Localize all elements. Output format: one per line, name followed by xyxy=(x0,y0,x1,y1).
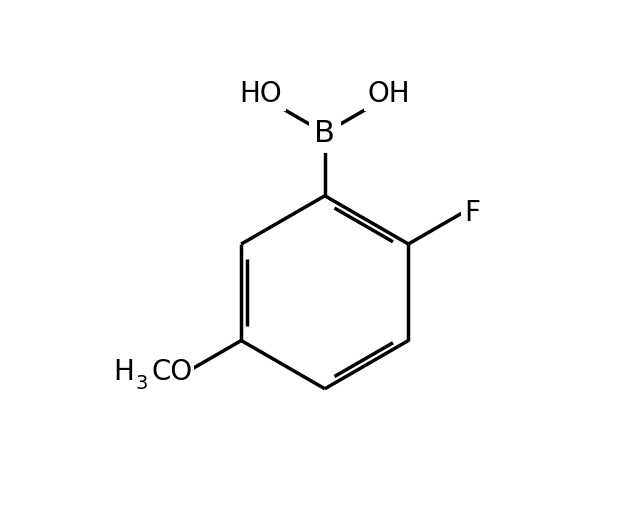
Text: HO: HO xyxy=(239,80,282,108)
Text: F: F xyxy=(465,199,481,226)
Text: OH: OH xyxy=(367,80,410,108)
Text: B: B xyxy=(314,118,335,147)
Text: 3: 3 xyxy=(136,374,148,393)
Text: CO: CO xyxy=(151,358,193,386)
Text: H: H xyxy=(113,358,134,386)
